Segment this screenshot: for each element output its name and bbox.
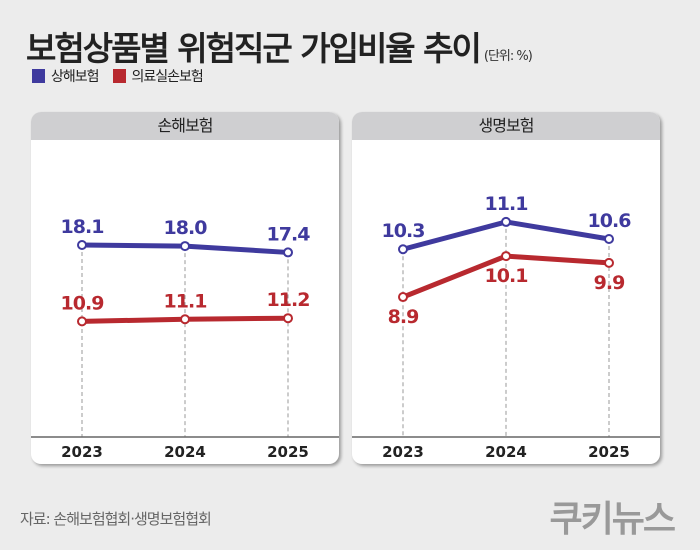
- data-point-0-2024: [180, 241, 190, 252]
- data-point-1-2023: [77, 316, 87, 327]
- line-chart-life: 2023 2024 2025 10.3 11.1 10.6 8.9 10.1 9.9: [352, 193, 660, 461]
- data-label-0-2024: 11.1: [485, 193, 528, 215]
- data-label-1-2024: 10.1: [485, 265, 528, 287]
- data-label-0-2025: 10.6: [588, 210, 632, 232]
- publisher-logo: 쿠키뉴스: [549, 499, 676, 540]
- x-tick-label-2024: 2024: [164, 443, 206, 461]
- source-note: 자료: 손해보험협회·생명보험협회: [20, 510, 212, 528]
- panel-life-insurance: 생명보험 2023 2024 2025 10.3 11.1 10.6 8.9 10.1 9.9: [352, 112, 660, 464]
- data-label-0-2025: 17.4: [267, 223, 311, 245]
- chart-title: 보험상품별 위험직군 가입비율 추이 (단위: %): [26, 22, 533, 70]
- legend: 상해보험 의료실손보험: [32, 66, 204, 86]
- data-point-1-2023: [398, 292, 408, 303]
- data-point-0-2023: [398, 244, 408, 255]
- data-point-1-2025: [604, 257, 614, 268]
- panel-title: 생명보험: [352, 112, 660, 140]
- line-chart-nonlife: 2023 2024 2025 18.1 18.0 17.4 10.9 11.1 11.2: [31, 216, 339, 461]
- unit-label: (단위: %): [483, 49, 533, 64]
- data-point-0-2024: [501, 216, 511, 227]
- data-label-1-2024: 11.1: [164, 290, 207, 312]
- x-tick-label-2025: 2025: [267, 443, 309, 461]
- x-tick-label-2024: 2024: [485, 443, 527, 461]
- data-label-1-2023: 10.9: [61, 292, 104, 314]
- data-label-1-2025: 9.9: [594, 272, 625, 294]
- x-tick-label-2023: 2023: [382, 443, 424, 461]
- x-tick-label-2025: 2025: [588, 443, 630, 461]
- data-label-1-2025: 11.2: [267, 289, 310, 311]
- data-point-1-2025: [283, 313, 293, 324]
- data-point-0-2023: [77, 240, 87, 251]
- data-point-1-2024: [180, 314, 190, 325]
- data-point-1-2024: [501, 251, 511, 262]
- data-label-0-2023: 18.1: [61, 216, 104, 238]
- data-label-0-2023: 10.3: [382, 220, 425, 242]
- data-label-1-2023: 8.9: [388, 306, 419, 328]
- legend-item-medical: 의료실손보험: [112, 66, 204, 86]
- legend-label-medical: 의료실손보험: [131, 69, 204, 85]
- panel-title: 손해보험: [31, 112, 339, 140]
- x-tick-label-2023: 2023: [61, 443, 103, 461]
- data-point-0-2025: [283, 247, 293, 258]
- legend-swatch-injury: [32, 69, 45, 83]
- data-label-0-2024: 18.0: [164, 217, 208, 239]
- title-text: 보험상품별 위험직군 가입비율 추이: [26, 29, 482, 68]
- legend-swatch-medical: [112, 69, 126, 83]
- panel-nonlife-insurance: 손해보험 2023 2024 2025 18.1 18.0 17.4 10.9 11.1 11.…: [31, 112, 339, 464]
- legend-item-injury: 상해보험: [32, 66, 100, 86]
- data-point-0-2025: [604, 234, 614, 244]
- legend-label-injury: 상해보험: [51, 69, 100, 85]
